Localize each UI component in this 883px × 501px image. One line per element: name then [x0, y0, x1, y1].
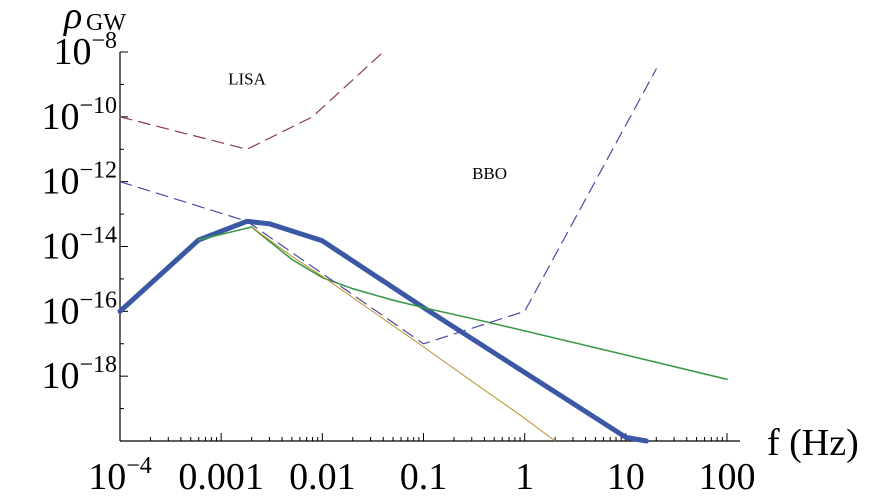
y-axis-title: ρ GW: [63, 0, 126, 37]
series-line-4: [119, 51, 384, 150]
y-tick-label-base: 10: [41, 96, 79, 138]
y-tick-label-base: 10: [41, 355, 79, 397]
series-line-1: [117, 218, 649, 444]
y-tick-label-base: 10: [41, 290, 79, 332]
y-tick-label-exponent: −16: [79, 287, 117, 313]
series-layer: [117, 51, 728, 444]
x-tick-label-base: 0.1: [400, 456, 448, 498]
y-tick-label-exponent: −10: [79, 93, 117, 119]
y-tick-label: 10−8: [53, 28, 117, 73]
x-tick-label: 0.001: [178, 456, 264, 498]
x-tick-label: 10: [607, 456, 645, 498]
y-tick-label-exponent: −12: [79, 158, 117, 184]
y-tick-label: 10−18: [41, 352, 117, 397]
x-tick-label: 100: [699, 456, 756, 498]
y-tick-label: 10−12: [41, 158, 117, 203]
y-axis-title-subscript: GW: [86, 10, 126, 36]
y-tick-label: 10−16: [41, 287, 117, 332]
y-tick-label-base: 10: [41, 226, 79, 268]
x-tick-label-base: 0.001: [178, 456, 264, 498]
x-tick-label: 0.1: [400, 456, 448, 498]
x-tick-label: 1: [515, 456, 534, 498]
x-axis-title: f (Hz): [767, 422, 859, 464]
y-tick-label-base: 10: [41, 161, 79, 203]
x-tick-label: 0.01: [289, 456, 356, 498]
annotations: LISA BBO: [228, 69, 507, 183]
series-line-2: [197, 226, 728, 381]
x-tick-label-base: 10: [88, 456, 126, 498]
annotation-lisa: LISA: [228, 69, 267, 88]
x-tick-label-base: 0.01: [289, 456, 356, 498]
y-tick-label-exponent: −14: [79, 223, 117, 249]
y-axis-title-symbol: ρ: [63, 0, 82, 37]
series-line-5: [119, 68, 657, 345]
x-tick-label-base: 10: [607, 456, 645, 498]
x-tick-label-base: 100: [699, 456, 756, 498]
y-tick-label: 10−10: [41, 93, 117, 138]
series-line-3: [251, 226, 556, 442]
annotation-bbo: BBO: [472, 164, 507, 183]
x-tick-label: 10−4: [88, 453, 152, 498]
y-tick-label-exponent: −18: [79, 352, 117, 378]
y-tick-label-base: 10: [53, 31, 91, 73]
x-ticks: 10−4 0.001 0.01 0.1 1 10 100: [88, 433, 756, 498]
y-tick-label-exponent: −8: [91, 28, 117, 54]
x-tick-label-exponent: −4: [126, 453, 152, 479]
y-tick-label: 10−14: [41, 223, 117, 268]
x-tick-label-base: 1: [515, 456, 534, 498]
